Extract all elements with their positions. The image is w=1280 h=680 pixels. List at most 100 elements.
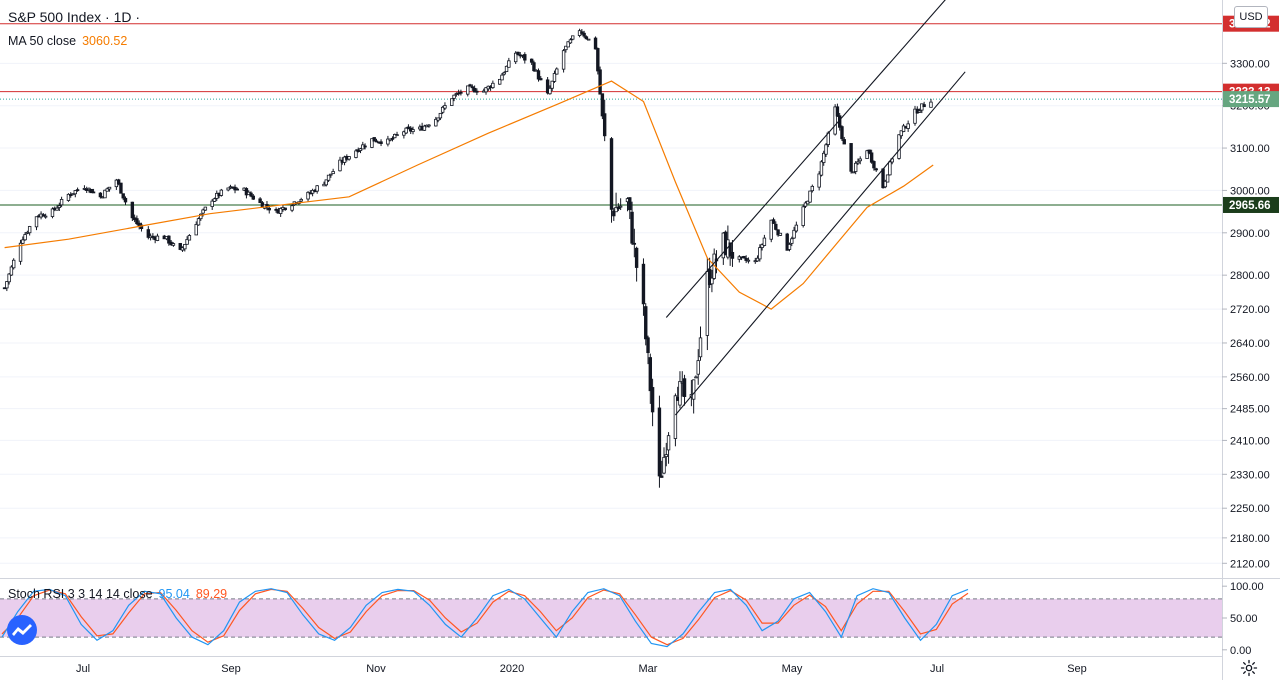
candle-body [851,171,856,174]
candle-body [491,82,495,89]
stoch-d-value: 89.29 [195,587,228,601]
candle-body [771,219,776,224]
candle-body [258,198,262,204]
candle-body [769,219,773,240]
candle-body [694,376,698,379]
time-axis[interactable]: Jul Sep Nov 2020 Mar May Jul Sep [76,663,1087,675]
price-tick-label: 2640.00 [1230,338,1270,350]
price-pane[interactable] [0,0,1222,564]
stoch-guides [0,598,1222,638]
candle-body [338,159,342,172]
price-tick-label: 2485.00 [1230,404,1270,416]
candle-body [57,205,62,208]
candle-body [199,213,203,220]
price-tick-label: 2720.00 [1230,304,1270,316]
candle-body [212,198,217,202]
candle-body [545,79,550,94]
stoch-tick-label: 0.00 [1230,645,1251,657]
candle-body [299,199,303,202]
candle-body [11,259,16,269]
currency-button[interactable]: USD [1234,6,1268,28]
candle-body [742,256,746,259]
candle-body [632,242,637,245]
candle-body [662,456,666,474]
time-tick-label: Jul [76,663,90,675]
candle-body [75,189,80,192]
candle-body [899,130,904,137]
candle-body [390,137,395,140]
candle-body [808,190,812,203]
stoch-axis[interactable]: 100.00 50.00 0.00 [1222,581,1264,657]
candle-body [43,215,48,218]
candle-body [507,60,511,68]
candle-body [824,144,828,155]
candle-body [466,85,470,95]
candle-body [564,45,568,51]
candle-body [539,78,543,81]
legend-ma[interactable]: MA 50 close 3060.52 [8,34,127,48]
time-tick-label: Mar [639,663,658,675]
candle-body [443,105,447,109]
candle-body [853,162,858,172]
legend-title[interactable]: S&P 500 Index · 1D · [8,9,140,25]
candle-body [867,149,872,154]
candle-body [347,156,351,160]
candle-body [746,259,751,262]
candle-body [306,191,310,200]
time-tick-label: Jul [930,663,944,675]
channel-line-lower [674,71,966,416]
price-tick-label: 3000.00 [1230,185,1270,197]
candle-body [267,207,271,211]
candle-body [698,337,703,358]
candle-body [822,152,826,163]
candle-body [436,117,440,121]
candle-body [602,113,607,137]
candle-body [498,78,502,85]
candle-body [452,94,456,99]
candle-body [790,238,794,244]
stoch-k-line [1,588,969,648]
tradingview-logo-icon[interactable] [6,614,38,646]
channel-line-upper [665,0,946,318]
candle-body [7,273,11,283]
candle-body [842,139,846,145]
gear-icon[interactable] [1240,659,1258,677]
stoch-tick-label: 50.00 [1230,613,1258,625]
candle-body [906,123,910,129]
candle-body [502,72,506,75]
price-tick-label: 2120.00 [1230,558,1270,570]
candle-body [427,124,431,127]
candle-body [696,360,700,375]
candle-body [835,106,840,117]
trend-channel[interactable] [665,0,966,416]
candle-body [917,110,922,113]
candle-body [324,179,328,186]
candle-body [513,52,518,63]
candle-body [883,180,888,188]
candle-body [555,68,559,75]
stoch-pane[interactable] [0,588,1222,648]
candle-body [105,188,109,192]
candle-body [187,235,192,241]
candle-body [897,134,901,159]
candle-body [185,239,189,245]
candle-body [833,106,837,135]
candle-body [468,84,472,87]
candle-body [691,379,696,400]
candle-body [566,41,570,48]
candle-body [395,134,399,137]
legend-stoch[interactable]: Stoch RSI 3 3 14 14 close 95.04 89.29 [8,587,227,601]
candle-body [155,235,160,241]
candle-body [872,161,876,169]
candle-body [568,39,573,44]
time-tick-label: Sep [1067,663,1087,675]
candle-body [370,138,374,148]
candle-body [402,131,406,136]
candle-body [331,171,335,175]
candle-body [666,435,671,451]
candle-body [233,186,237,191]
candle-body [203,206,208,211]
candle-body [673,395,678,439]
